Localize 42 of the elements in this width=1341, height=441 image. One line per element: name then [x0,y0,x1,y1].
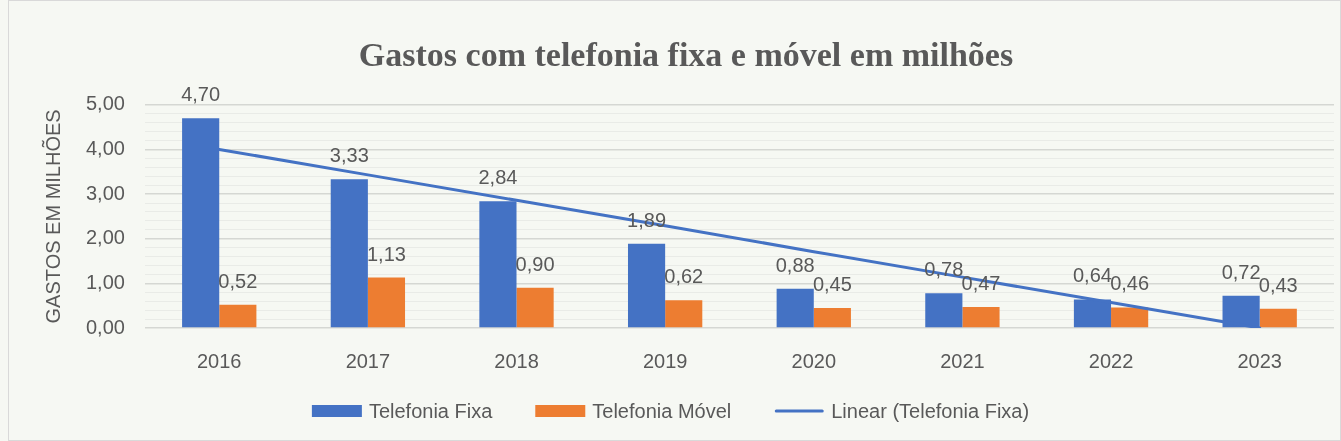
x-tick-label: 2018 [494,349,539,372]
bar [1259,308,1297,328]
y-tick-label: 2,00 [85,226,125,249]
chart-title: Gastos com telefonia fixa e móvel em milhões [358,36,1014,74]
bar [962,307,1000,328]
x-tick-label: 2019 [642,349,688,372]
data-label: 0,46 [1110,272,1150,295]
bar [367,277,406,328]
bar [516,287,554,328]
legend-label: Linear (Telefonia Fixa) [831,399,1030,422]
y-tick-label: 5,00 [85,92,125,115]
data-label: 0,45 [812,272,852,295]
data-label: 3,33 [329,144,369,167]
x-tick-label: 2020 [791,349,837,372]
bar [776,288,814,328]
data-label: 2,84 [478,166,518,189]
y-axis-title: GASTOS EM MILHÕES [40,109,64,324]
data-label: 0,72 [1221,260,1261,283]
y-tick-label: 4,00 [85,136,125,159]
bar [665,300,703,328]
x-tick-label: 2021 [940,349,985,372]
y-tick-label: 1,00 [85,270,125,293]
x-tick-label: 2022 [1088,349,1134,372]
x-tick-label: 2016 [196,349,242,372]
bar [219,304,257,328]
bar [627,243,666,328]
data-label: 4,70 [181,83,221,106]
bar [813,307,851,328]
bar [330,179,368,328]
data-label: 0,52 [218,269,258,292]
bar [1111,307,1149,328]
y-tick-label: 3,00 [85,181,125,204]
y-tick-label: 0,00 [85,315,125,338]
legend-label: Telefonia Móvel [592,399,732,422]
data-label: 0,88 [775,253,815,276]
x-tick-label: 2017 [345,349,391,372]
data-label: 1,13 [366,242,406,265]
x-tick-label: 2023 [1237,349,1282,372]
bar [925,293,963,328]
data-label: 0,62 [664,265,704,288]
legend-label: Telefonia Fixa [368,399,494,422]
data-label: 0,64 [1073,264,1112,287]
